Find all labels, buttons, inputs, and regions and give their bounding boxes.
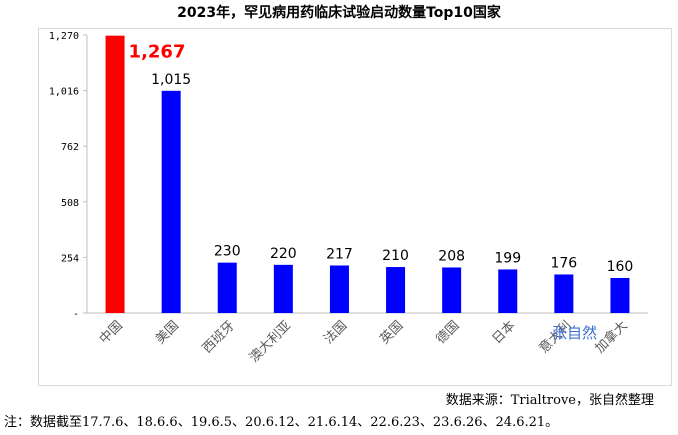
data-label: 160 — [607, 259, 634, 275]
data-label: 1,267 — [129, 42, 186, 63]
footnote: 注：数据截至17.7.6、18.6.6、19.6.5、20.6.12、21.6.… — [4, 415, 559, 430]
bars — [105, 35, 630, 314]
bar — [273, 264, 293, 313]
x-tick-label: 中国 — [97, 318, 126, 347]
y-tick-label: 254 — [61, 253, 79, 264]
y-tick-label: - — [73, 309, 79, 320]
y-tick-label: 508 — [61, 198, 79, 209]
bar — [442, 267, 462, 313]
x-tick-label: 西班牙 — [200, 318, 238, 356]
y-tick-label: 1,270 — [49, 31, 79, 42]
data-label: 217 — [326, 246, 353, 262]
source-note: 数据来源：Trialtrove，张自然整理 — [445, 393, 654, 408]
watermark: 张自然 — [552, 324, 597, 342]
x-tick-label: 日本 — [490, 318, 519, 347]
y-axis-ticks: - 254 508 762 1,016 1,270 — [49, 31, 87, 320]
bar — [498, 269, 518, 313]
bar — [105, 35, 125, 314]
value-labels: 1,267 1,015 230 220 217 210 208 199 176 160 — [129, 42, 634, 275]
chart-title: 2023年，罕见病用药临床试验启动数量Top10国家 — [177, 5, 501, 21]
y-tick-label: 762 — [61, 142, 79, 153]
bar — [161, 90, 181, 313]
chart-frame — [38, 28, 672, 386]
data-label: 176 — [550, 255, 577, 271]
x-axis-categories: 中国 美国 西班牙 澳大利亚 法国 英国 德国 日本 意大利 加拿大 — [97, 318, 631, 366]
bar — [554, 274, 574, 313]
data-label: 1,015 — [151, 72, 191, 88]
x-tick-label: 澳大利亚 — [246, 318, 294, 366]
data-label: 210 — [382, 248, 409, 264]
x-tick-label: 加拿大 — [592, 318, 631, 357]
x-tick-label: 英国 — [377, 318, 406, 347]
x-tick-label: 德国 — [433, 318, 462, 347]
bar — [329, 265, 349, 313]
data-label: 230 — [214, 244, 241, 260]
x-tick-label: 法国 — [321, 318, 350, 347]
y-tick-label: 1,016 — [49, 87, 79, 98]
data-label: 208 — [438, 248, 465, 264]
data-label: 220 — [270, 246, 297, 262]
bar — [217, 262, 237, 313]
bar — [386, 267, 406, 313]
x-tick-label: 美国 — [153, 318, 182, 347]
bar — [610, 277, 630, 313]
data-label: 199 — [494, 250, 521, 266]
